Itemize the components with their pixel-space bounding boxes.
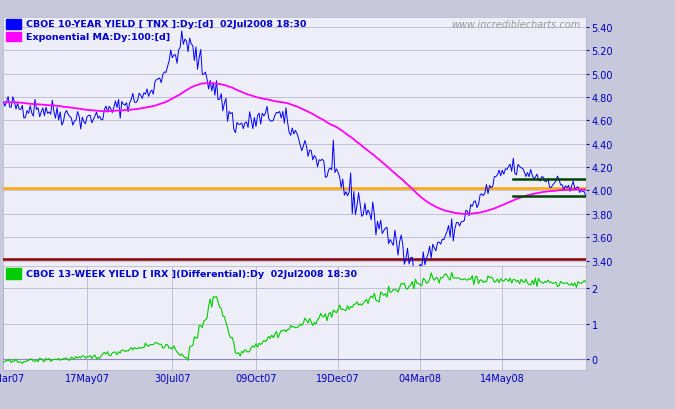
Text: www.incrediblecharts.com: www.incrediblecharts.com (451, 20, 580, 29)
Bar (6, 33, 21, 42)
Text: CBOE 13-WEEK YIELD [ IRX ](Differential):Dy  02Jul2008 18:30: CBOE 13-WEEK YIELD [ IRX ](Differential)… (26, 269, 356, 278)
Bar (6, 20, 21, 29)
Bar (6, 269, 21, 279)
Text: Exponential MA:Dy:100:[d]: Exponential MA:Dy:100:[d] (26, 33, 169, 42)
Text: CBOE 10-YEAR YIELD [ TNX ]:Dy:[d]  02Jul2008 18:30: CBOE 10-YEAR YIELD [ TNX ]:Dy:[d] 02Jul2… (26, 20, 306, 29)
